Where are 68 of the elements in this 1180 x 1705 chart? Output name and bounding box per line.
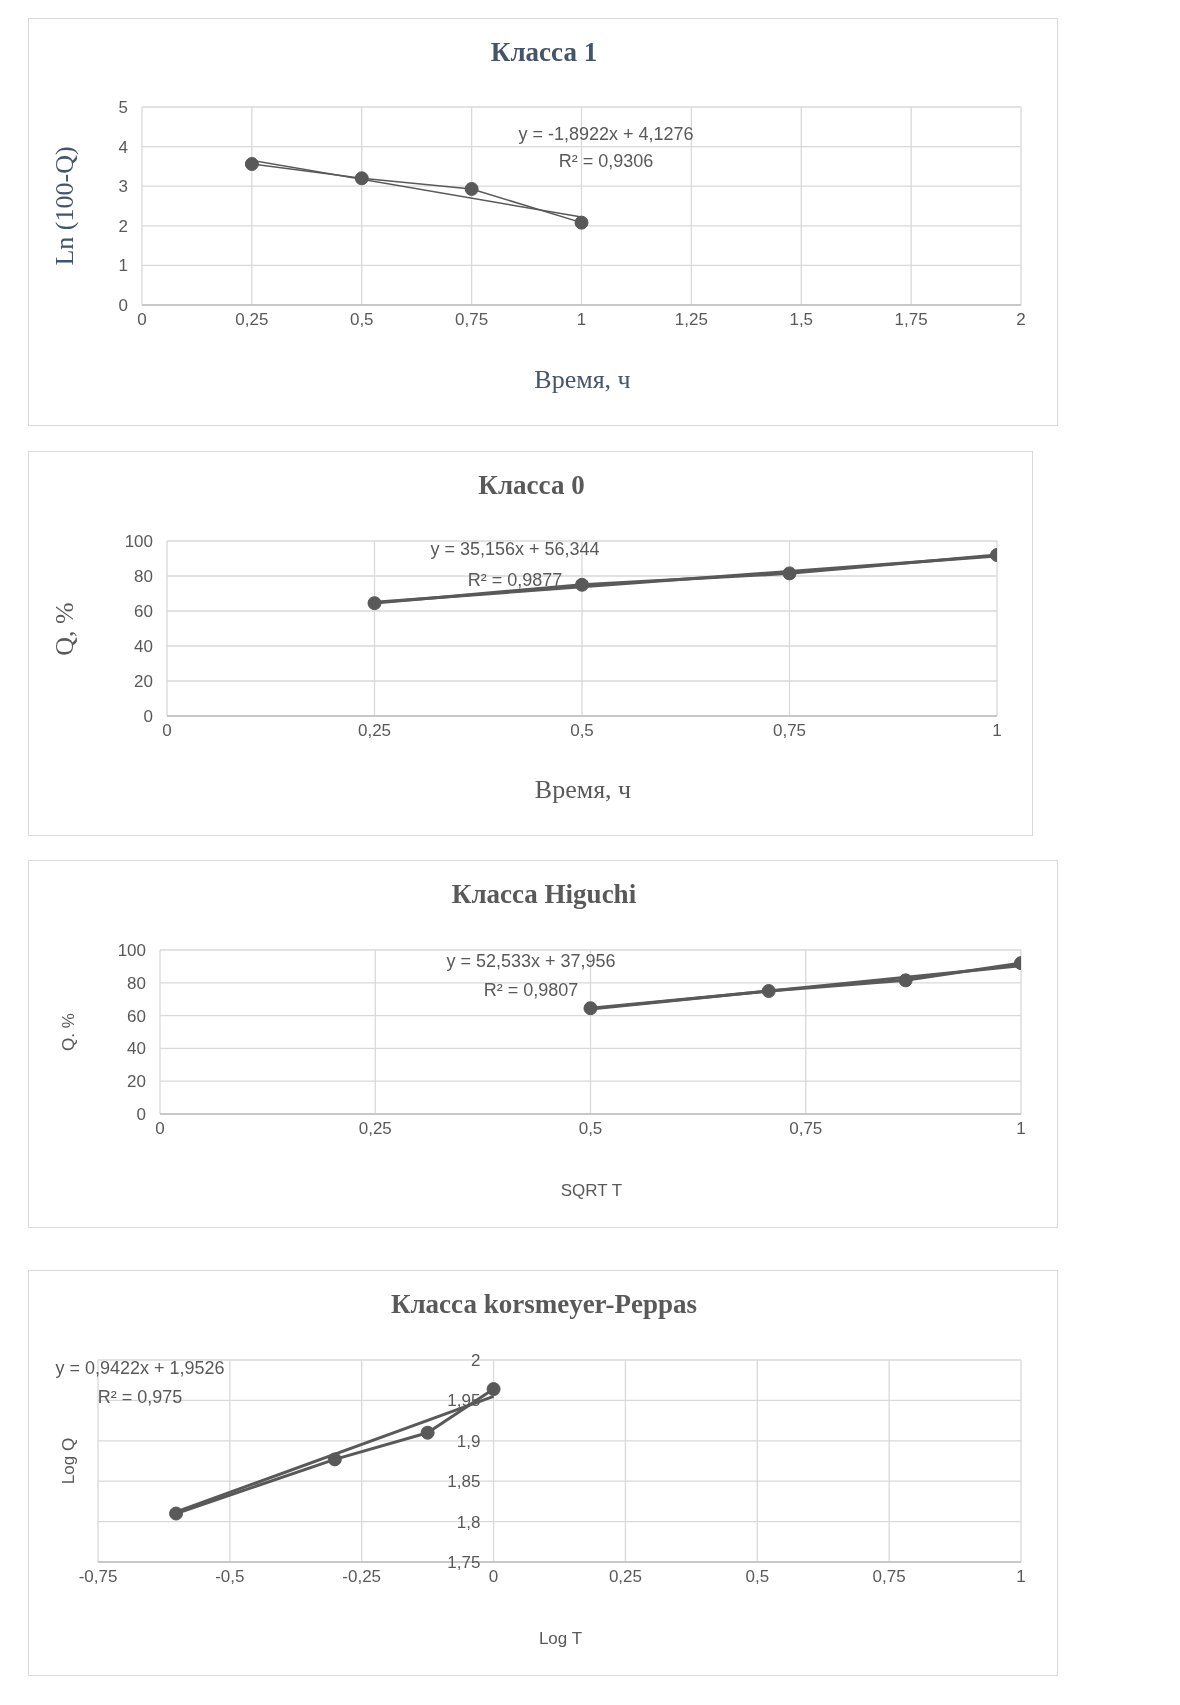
y-tick-label: 0 [143, 707, 153, 726]
y-tick-label: 0 [136, 1105, 146, 1124]
x-tick-label: 0,25 [357, 721, 392, 741]
y-tick-label: 1,8 [456, 1512, 481, 1532]
x-tick-label: -0,5 [215, 1567, 245, 1587]
y-tick-label: 1,85 [447, 1472, 481, 1492]
y-tick-label: 3 [118, 177, 128, 197]
annotation: y = 52,533x + 37,956 [446, 951, 616, 972]
y-tick-label: 80 [127, 973, 146, 993]
x-tick-label: 1,5 [789, 310, 814, 330]
y-tick-label: 100 [124, 532, 153, 551]
x-tick-label: 0,75 [772, 721, 807, 741]
x-tick-label: -0,25 [342, 1567, 382, 1587]
annotation: R² = 0,975 [97, 1387, 183, 1408]
y-tick-label: 40 [127, 1039, 146, 1059]
annotation: R² = 0,9807 [483, 980, 579, 1001]
y-tick-label: 80 [134, 567, 153, 586]
x-axis-title: Время, ч [533, 775, 633, 805]
x-tick-label: -0,75 [78, 1567, 118, 1587]
x-tick-label: 0,5 [349, 310, 374, 330]
y-tick-label: 0 [118, 296, 128, 315]
chart-title: Класса korsmeyer-Peppas [389, 1289, 699, 1320]
annotation: R² = 0,9306 [558, 151, 654, 172]
y-tick-label: 1,75 [447, 1553, 481, 1572]
x-tick-label: 0,25 [235, 310, 269, 330]
y-tick-label: 20 [127, 1072, 146, 1092]
x-tick-label: 1 [992, 721, 1002, 741]
x-axis-title: SQRT T [559, 1181, 624, 1201]
x-tick-label: 0,75 [455, 310, 489, 330]
y-tick-label: 5 [118, 98, 128, 117]
y-axis-title: Q. % [59, 1013, 79, 1051]
x-tick-label: 0,25 [358, 1119, 392, 1139]
x-tick-label: 1 [576, 310, 587, 330]
y-axis-title: Q, % [50, 601, 80, 656]
x-tick-label: 1 [1016, 1567, 1026, 1587]
annotation: R² = 0,9877 [467, 570, 563, 591]
y-tick-label: 100 [117, 941, 146, 960]
x-tick-label: 2 [1016, 310, 1026, 330]
chart-title: Класса 1 [489, 37, 599, 68]
annotation: y = 35,156x + 56,344 [430, 539, 600, 560]
x-tick-label: 0,75 [789, 1119, 823, 1139]
x-tick-label: 0 [488, 1567, 499, 1587]
y-tick-label: 2 [118, 216, 128, 236]
y-tick-label: 60 [134, 602, 153, 621]
chart-title: Класса 0 [477, 470, 586, 501]
y-tick-label: 1 [118, 256, 128, 276]
chart-title: Класса Higuchi [450, 879, 638, 910]
x-tick-label: 0,5 [578, 1119, 603, 1139]
y-tick-label: 60 [127, 1006, 146, 1026]
x-tick-label: 0 [162, 721, 172, 741]
y-axis-title: Ln (100-Q) [50, 146, 80, 266]
x-tick-label: 0,25 [608, 1567, 642, 1587]
x-tick-label: 1 [1016, 1119, 1026, 1139]
y-tick-label: 2 [470, 1351, 481, 1370]
y-tick-label: 1,9 [456, 1431, 481, 1451]
x-axis-title: Log T [537, 1629, 584, 1649]
x-tick-label: 0,5 [745, 1567, 770, 1587]
x-axis-title: Время, ч [533, 365, 632, 395]
annotation: y = -1,8922x + 4,1276 [518, 124, 694, 145]
x-tick-label: 1,75 [894, 310, 928, 330]
x-tick-label: 0,75 [872, 1567, 906, 1587]
x-tick-label: 1,25 [674, 310, 708, 330]
y-axis-title: Log Q [59, 1437, 79, 1485]
y-tick-label: 20 [134, 672, 153, 691]
y-tick-label: 40 [134, 637, 153, 656]
y-tick-label: 4 [118, 137, 128, 157]
x-tick-label: 0,5 [570, 721, 594, 741]
annotation: y = 0,9422x + 1,9526 [55, 1358, 225, 1379]
